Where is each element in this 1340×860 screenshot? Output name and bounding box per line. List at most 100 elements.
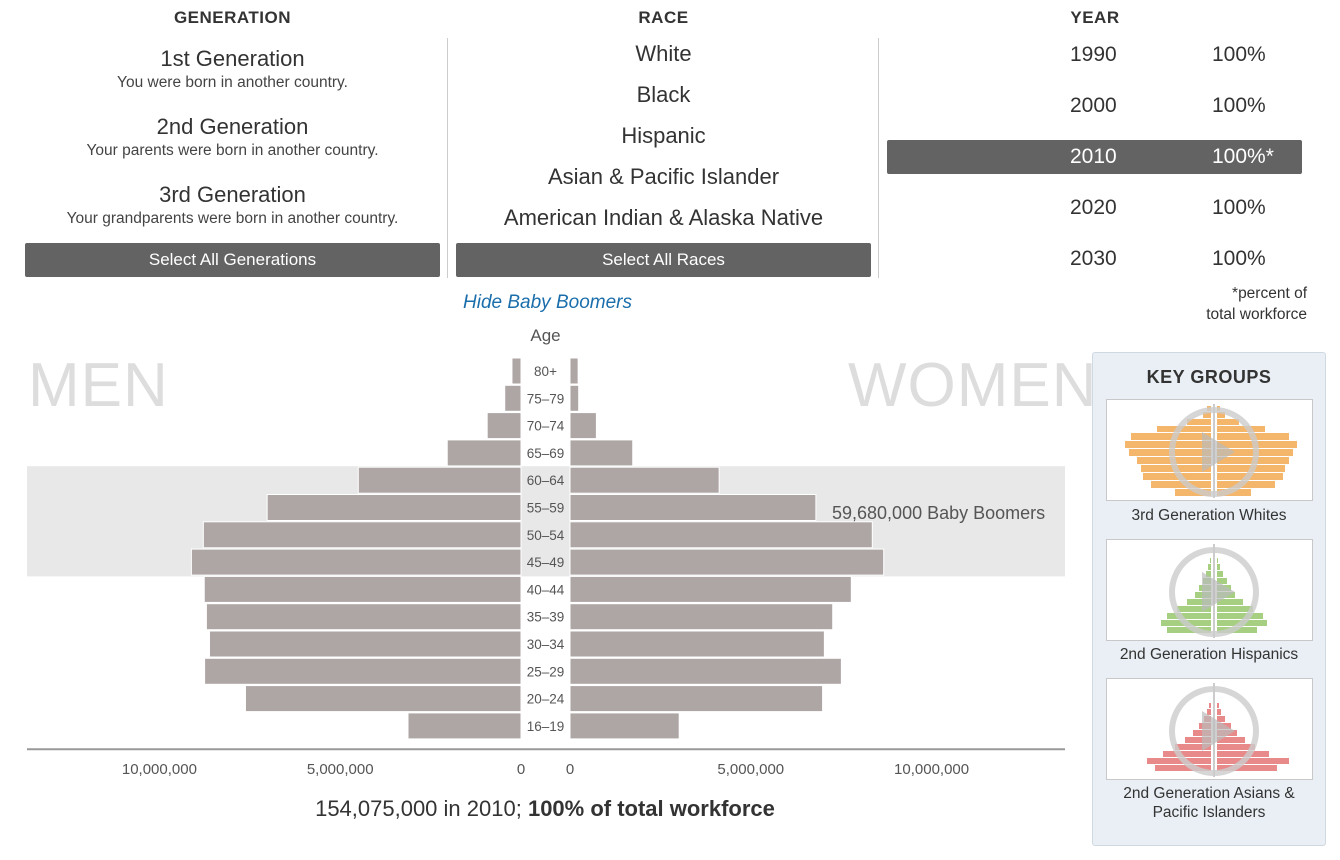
divider bbox=[447, 38, 448, 278]
men-bar-60–64[interactable] bbox=[357, 466, 522, 494]
men-bar-35–39[interactable] bbox=[205, 603, 522, 631]
year-row-2010-selected[interactable]: 2010 100%* bbox=[887, 140, 1302, 174]
key-group-2nd-gen-hispanics-thumbnail[interactable] bbox=[1106, 539, 1313, 641]
age-group-label: 65–69 bbox=[527, 446, 565, 461]
x-tick-label-women: 5,000,000 bbox=[717, 761, 784, 778]
footnote-line: *percent of bbox=[1232, 285, 1307, 302]
year-footnote: *percent of total workforce bbox=[1160, 283, 1307, 325]
year-row-2000[interactable]: 2000 100% bbox=[887, 89, 1302, 123]
year-value: 2000 bbox=[1070, 94, 1117, 117]
age-group-label: 50–54 bbox=[527, 528, 565, 543]
divider bbox=[878, 38, 879, 278]
generation-desc: You were born in another country. bbox=[117, 74, 348, 91]
year-percent: 100%* bbox=[1212, 145, 1274, 168]
year-percent: 100% bbox=[1212, 43, 1266, 66]
women-bar-25–29[interactable] bbox=[569, 657, 842, 685]
age-group-label: 75–79 bbox=[527, 391, 565, 406]
women-bar-75–79[interactable] bbox=[569, 384, 580, 412]
men-bar-25–29[interactable] bbox=[204, 657, 522, 685]
men-bar-55–59[interactable] bbox=[266, 494, 522, 521]
men-bar-80+[interactable] bbox=[511, 357, 522, 385]
generation-option-2nd[interactable]: 2nd Generation Your parents were born in… bbox=[25, 114, 440, 160]
key-group-2nd-gen-asians-pacific-islanders-thumbnail[interactable] bbox=[1106, 678, 1313, 780]
generation-option-3rd[interactable]: 3rd Generation Your grandparents were bo… bbox=[25, 182, 440, 228]
women-bar-45–49[interactable] bbox=[569, 548, 885, 576]
women-bar-50–54[interactable] bbox=[569, 521, 873, 549]
summary-value: 154,075,000 in 2010; bbox=[315, 796, 522, 821]
race-option-hispanic[interactable]: Hispanic bbox=[621, 123, 706, 148]
year-percent: 100% bbox=[1212, 247, 1266, 270]
year-value: 2010 bbox=[1070, 145, 1117, 168]
age-group-label: 80+ bbox=[534, 364, 557, 379]
women-label: WOMEN bbox=[848, 351, 1098, 420]
key-group-caption: 2nd Generation Hispanics bbox=[1119, 646, 1299, 663]
race-heading: RACE bbox=[638, 8, 689, 27]
men-bar-65–69[interactable] bbox=[446, 439, 522, 467]
age-group-label: 45–49 bbox=[527, 555, 565, 570]
year-heading: YEAR bbox=[1070, 8, 1120, 27]
age-group-label: 25–29 bbox=[527, 664, 565, 679]
race-option-black[interactable]: Black bbox=[636, 82, 691, 107]
women-bar-20–24[interactable] bbox=[569, 685, 824, 713]
select-all-races-button[interactable]: Select All Races bbox=[456, 243, 871, 277]
generation-title: 3rd Generation bbox=[159, 182, 306, 207]
generation-heading: GENERATION bbox=[173, 8, 292, 27]
pyramid-thumbnail-green bbox=[1161, 544, 1267, 638]
age-group-label: 20–24 bbox=[527, 692, 565, 707]
year-row-1990[interactable]: 1990 100% bbox=[887, 38, 1302, 72]
pyramid-thumbnail-orange bbox=[1125, 404, 1297, 498]
year-value: 2030 bbox=[1070, 247, 1117, 270]
age-group-label: 35–39 bbox=[527, 610, 565, 625]
women-bar-60–64[interactable] bbox=[569, 466, 720, 494]
race-option-white[interactable]: White bbox=[635, 41, 692, 66]
x-tick-label-women: 0 bbox=[566, 761, 574, 778]
select-all-generations-button[interactable]: Select All Generations bbox=[25, 243, 440, 277]
men-bar-40–44[interactable] bbox=[203, 575, 522, 603]
men-bar-30–34[interactable] bbox=[208, 630, 522, 658]
population-pyramid-chart: 80+ 75–79 70–74 65–69 60–64 55–59 50–54 45–49 40… bbox=[27, 357, 1065, 778]
women-bar-80+[interactable] bbox=[569, 357, 579, 385]
men-bar-70–74[interactable] bbox=[486, 412, 522, 440]
women-bar-55–59[interactable] bbox=[569, 494, 817, 521]
generation-title: 2nd Generation bbox=[156, 114, 309, 139]
hide-baby-boomers-link[interactable]: Hide Baby Boomers bbox=[463, 292, 632, 313]
race-option-american-indian-alaska-native[interactable]: American Indian & Alaska Native bbox=[503, 205, 824, 230]
generation-desc: Your parents were born in another countr… bbox=[86, 142, 379, 159]
year-percent: 100% bbox=[1212, 94, 1266, 117]
generation-option-1st[interactable]: 1st Generation You were born in another … bbox=[25, 46, 440, 92]
year-row-2030[interactable]: 2030 100% bbox=[887, 242, 1302, 276]
age-group-label: 16–19 bbox=[527, 719, 565, 734]
caption-line: 2nd Generation Asians & bbox=[1123, 785, 1295, 802]
year-percent: 100% bbox=[1212, 196, 1266, 219]
key-groups-panel: KEY GROUPS 3rd Generation Whites bbox=[1092, 352, 1326, 846]
women-bar-16–19[interactable] bbox=[569, 712, 680, 740]
men-bar-45–49[interactable] bbox=[190, 548, 522, 576]
women-bar-35–39[interactable] bbox=[569, 603, 834, 631]
race-option-asian-pacific-islander[interactable]: Asian & Pacific Islander bbox=[547, 164, 780, 189]
women-bar-70–74[interactable] bbox=[569, 412, 597, 440]
men-bar-20–24[interactable] bbox=[244, 685, 522, 713]
year-value: 2020 bbox=[1070, 196, 1117, 219]
generation-desc: Your grandparents were born in another c… bbox=[66, 210, 399, 227]
women-bar-30–34[interactable] bbox=[569, 630, 825, 658]
year-row-2020[interactable]: 2020 100% bbox=[887, 191, 1302, 225]
summary-bold: 100% of total workforce bbox=[527, 796, 775, 821]
age-group-label: 60–64 bbox=[527, 473, 565, 488]
x-tick-label-men: 0 bbox=[517, 761, 525, 778]
x-tick-label-women: 10,000,000 bbox=[894, 761, 969, 778]
pyramid-thumbnail-red bbox=[1147, 683, 1289, 777]
age-axis-heading: Age bbox=[530, 326, 561, 345]
key-groups-heading: KEY GROUPS bbox=[1146, 367, 1272, 387]
men-bar-50–54[interactable] bbox=[202, 521, 522, 549]
key-group-3rd-gen-whites-thumbnail[interactable] bbox=[1106, 399, 1313, 501]
age-group-label: 30–34 bbox=[527, 637, 565, 652]
men-bar-75–79[interactable] bbox=[504, 384, 522, 412]
x-tick-label-men: 5,000,000 bbox=[307, 761, 374, 778]
age-group-label: 55–59 bbox=[527, 501, 565, 516]
footnote-line: total workforce bbox=[1206, 306, 1307, 323]
x-tick-label-men: 10,000,000 bbox=[122, 761, 197, 778]
caption-line: Pacific Islanders bbox=[1152, 804, 1266, 821]
women-bar-40–44[interactable] bbox=[569, 575, 852, 603]
women-bar-65–69[interactable] bbox=[569, 439, 634, 467]
men-bar-16–19[interactable] bbox=[407, 712, 522, 740]
